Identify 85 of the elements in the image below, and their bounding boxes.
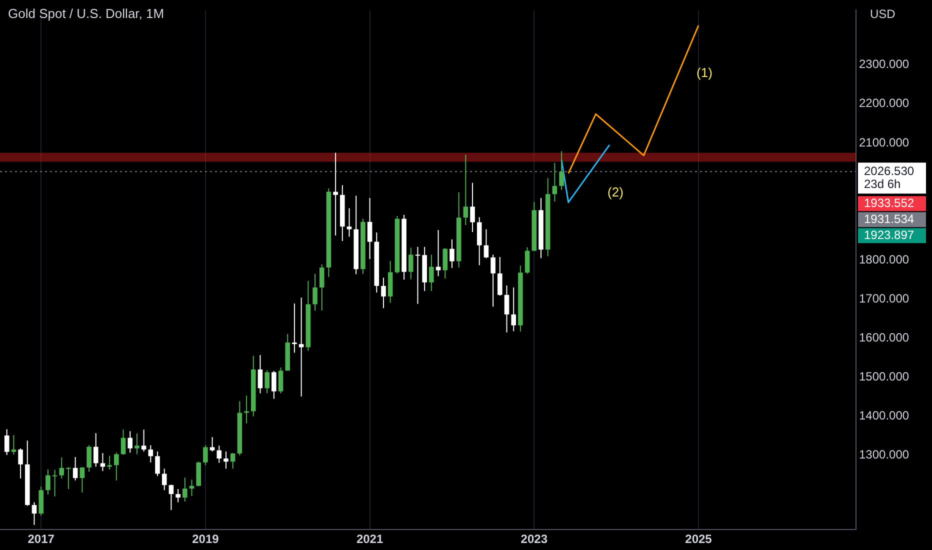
candlestick <box>18 448 23 479</box>
candlestick <box>176 488 180 503</box>
candlestick <box>107 455 112 470</box>
candlestick <box>32 502 37 526</box>
candlestick <box>504 285 510 333</box>
candlestick <box>381 277 386 309</box>
candlestick <box>216 445 222 464</box>
candlestick <box>319 264 324 312</box>
series-label: (1) <box>696 65 712 80</box>
candlestick <box>114 452 119 481</box>
x-tick-label: 2017 <box>28 532 55 546</box>
candlestick <box>196 461 201 487</box>
x-tick-label: 2021 <box>356 532 384 546</box>
x-tick-label: 2025 <box>685 532 712 546</box>
candlestick <box>155 450 160 477</box>
candlestick <box>120 429 126 456</box>
candlestick <box>224 450 228 470</box>
candlestick <box>442 248 448 279</box>
chart-title: Gold Spot / U.S. Dollar, 1M <box>8 6 164 21</box>
candlestick <box>80 466 85 493</box>
y-tick-label: 2100.000 <box>859 135 910 150</box>
candlestick <box>86 444 92 472</box>
candlestick <box>52 469 58 497</box>
candlestick <box>100 452 106 472</box>
x-tick-label: 2019 <box>192 532 220 546</box>
x-tick-label: 2023 <box>520 532 548 546</box>
candlestick <box>559 150 564 190</box>
candlestick <box>46 468 50 495</box>
candlestick <box>292 302 297 354</box>
candlestick <box>168 484 174 511</box>
candlestick <box>498 256 502 296</box>
candlestick <box>298 297 304 397</box>
candlestick <box>210 436 215 452</box>
candlestick <box>141 429 146 452</box>
y-tick-label: 2200.000 <box>859 96 910 110</box>
candlestick <box>59 456 64 479</box>
candlestick <box>367 198 372 260</box>
text: 1931.534 <box>864 212 914 226</box>
candlestick <box>429 254 434 292</box>
candlestick <box>182 477 188 502</box>
candlestick <box>134 433 140 455</box>
candlestick <box>264 370 270 394</box>
candlestick <box>230 452 236 470</box>
candlestick <box>244 395 249 424</box>
candlestick <box>203 444 208 466</box>
candlestick <box>11 434 16 456</box>
candlestick <box>476 216 482 266</box>
candlestick <box>511 286 516 332</box>
candlestick <box>333 152 338 236</box>
candlestick <box>524 246 530 274</box>
candlestick <box>490 254 496 308</box>
candlestick <box>470 182 475 233</box>
text: 1933.552 <box>864 196 914 210</box>
text: 1923.897 <box>864 228 914 242</box>
candlestick <box>148 444 154 463</box>
candlestick <box>162 468 167 491</box>
series-label: (2) <box>608 184 624 200</box>
candlestick <box>258 354 263 394</box>
y-tick-label: 1700.000 <box>859 292 910 306</box>
candlestick <box>66 466 71 490</box>
y-axis-title: USD <box>870 7 896 21</box>
candlestick <box>38 486 44 516</box>
candlestick <box>484 228 489 259</box>
candlestick <box>72 456 78 481</box>
candlestick <box>278 367 284 394</box>
ref-line-label: 2026.530 <box>864 164 914 178</box>
candlestick <box>312 273 318 312</box>
candlestick <box>128 430 133 454</box>
candlestick <box>436 230 441 277</box>
y-tick-label: 1600.000 <box>859 330 910 345</box>
candlestick <box>552 162 558 202</box>
y-tick-label: 1500.000 <box>859 370 910 384</box>
y-tick-label: 1400.000 <box>859 408 910 423</box>
candlestick <box>408 247 414 280</box>
candlestick <box>463 154 468 226</box>
y-tick-label: 1800.000 <box>859 252 910 266</box>
text: 23d 6h <box>864 176 901 191</box>
y-tick-label: 2300.000 <box>859 57 910 72</box>
candlestick <box>450 238 454 268</box>
candlestick <box>415 246 420 304</box>
candlestick <box>4 428 10 456</box>
candlestick <box>346 208 352 238</box>
candlestick <box>272 370 276 400</box>
y-tick-label: 1300.000 <box>859 448 910 462</box>
candlestick <box>93 432 98 468</box>
